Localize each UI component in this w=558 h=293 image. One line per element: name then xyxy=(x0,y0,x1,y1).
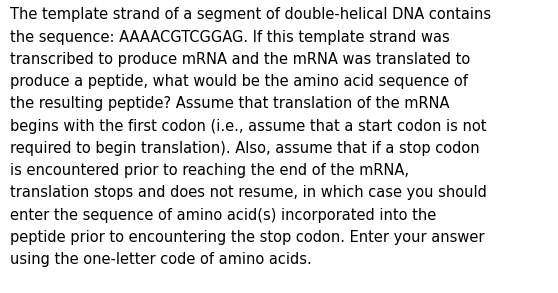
Text: produce a peptide, what would be the amino acid sequence of: produce a peptide, what would be the ami… xyxy=(10,74,468,89)
Text: transcribed to produce mRNA and the mRNA was translated to: transcribed to produce mRNA and the mRNA… xyxy=(10,52,470,67)
Text: using the one-letter code of amino acids.: using the one-letter code of amino acids… xyxy=(10,252,312,267)
Text: is encountered prior to reaching the end of the mRNA,: is encountered prior to reaching the end… xyxy=(10,163,409,178)
Text: begins with the first codon (i.e., assume that a start codon is not: begins with the first codon (i.e., assum… xyxy=(10,119,487,134)
Text: enter the sequence of amino acid(s) incorporated into the: enter the sequence of amino acid(s) inco… xyxy=(10,208,436,223)
Text: required to begin translation). Also, assume that if a stop codon: required to begin translation). Also, as… xyxy=(10,141,480,156)
Text: the sequence: AAAACGTCGGAG. If this template strand was: the sequence: AAAACGTCGGAG. If this temp… xyxy=(10,30,450,45)
Text: peptide prior to encountering the stop codon. Enter your answer: peptide prior to encountering the stop c… xyxy=(10,230,484,245)
Text: The template strand of a segment of double-helical DNA contains: The template strand of a segment of doub… xyxy=(10,7,491,22)
Text: translation stops and does not resume, in which case you should: translation stops and does not resume, i… xyxy=(10,185,487,200)
Text: the resulting peptide? Assume that translation of the mRNA: the resulting peptide? Assume that trans… xyxy=(10,96,450,111)
